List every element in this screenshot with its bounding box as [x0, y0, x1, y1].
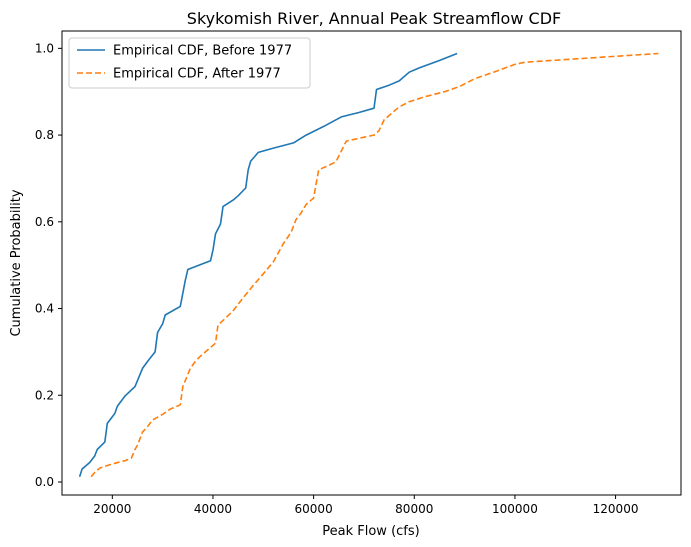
series-layer [78, 52, 659, 478]
x-tick-label: 120000 [593, 502, 639, 516]
y-tick-label: 1.0 [35, 41, 54, 55]
legend-label-after-1977: Empirical CDF, After 1977 [113, 67, 281, 82]
series-line-after-1977 [90, 52, 659, 478]
legend: Empirical CDF, Before 1977 Empirical CDF… [68, 37, 311, 89]
x-axis-label: Peak Flow (cfs) [322, 524, 419, 539]
x-tick-label: 20000 [93, 502, 131, 516]
y-axis-ticks: 0.0 0.2 0.4 0.6 0.8 1.0 [35, 41, 62, 489]
chart-title: Skykomish River, Annual Peak Streamflow … [187, 9, 561, 28]
y-tick-label: 0.0 [35, 475, 54, 489]
series-line-before-1977 [78, 52, 458, 478]
x-axis-ticks: 20000 40000 60000 80000 100000 120000 [93, 495, 638, 516]
legend-label-before-1977: Empirical CDF, Before 1977 [113, 44, 292, 59]
x-tick-label: 80000 [395, 502, 433, 516]
x-tick-label: 60000 [295, 502, 333, 516]
x-tick-label: 100000 [492, 502, 538, 516]
x-tick-label: 40000 [194, 502, 232, 516]
y-axis-label: Cumulative Probability [9, 189, 24, 336]
y-tick-label: 0.2 [35, 388, 54, 402]
legend-box [68, 37, 311, 89]
y-tick-label: 0.4 [35, 302, 54, 316]
plot-area-frame [61, 30, 682, 496]
y-tick-label: 0.6 [35, 215, 54, 229]
y-tick-label: 0.8 [35, 128, 54, 142]
